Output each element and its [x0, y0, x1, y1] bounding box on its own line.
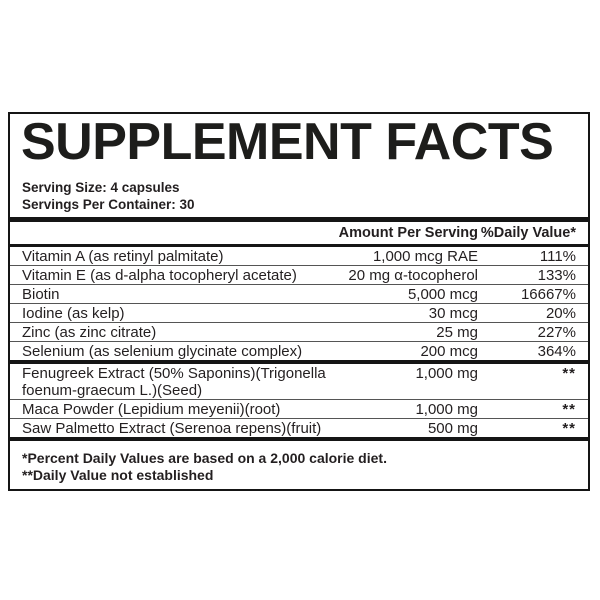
ingredient-daily-value: 364%: [537, 343, 576, 361]
table-row: Selenium (as selenium glycinate complex)…: [10, 341, 588, 360]
footnote-daily-value-not-established: **Daily Value not established: [22, 467, 214, 484]
ingredient-daily-value: **: [562, 365, 576, 383]
ingredient-amount: 25 mg: [436, 324, 478, 342]
ingredient-daily-value: 227%: [537, 324, 576, 342]
ingredient-amount: 1,000 mcg RAE: [372, 248, 478, 266]
ingredient-daily-value: 133%: [537, 267, 576, 285]
ingredient-daily-value: 20%: [545, 305, 576, 323]
table-header: Amount Per Serving %Daily Value*: [10, 222, 588, 244]
ingredient-amount: 30 mcg: [428, 305, 478, 323]
serving-size-text: Serving Size: 4 capsules: [22, 180, 180, 196]
divider-header-bottom: [10, 244, 588, 248]
ingredient-daily-value: **: [562, 401, 576, 419]
divider-heavy-bottom: [10, 437, 588, 442]
header-spacer: [22, 226, 336, 241]
header-daily-value: %Daily Value*: [480, 225, 576, 242]
vitamin-rows-section: Vitamin A (as retinyl palmitate) 1,000 mc…: [10, 247, 588, 360]
supplement-facts-panel: SUPPLEMENT FACTS Serving Size: 4 capsule…: [8, 112, 590, 491]
botanical-rows-section: Fenugreek Extract (50% Saponins)(Trigone…: [10, 364, 588, 437]
ingredient-amount: 1,000 mg: [415, 365, 478, 383]
table-row: Maca Powder (Lepidium meyenii)(root) 1,00…: [10, 399, 588, 418]
panel-title: SUPPLEMENT FACTS: [21, 113, 554, 171]
table-row: Vitamin A (as retinyl palmitate) 1,000 mc…: [10, 247, 588, 265]
table-row: Biotin 5,000 mcg 16667%: [10, 284, 588, 303]
ingredient-name: Biotin: [22, 286, 60, 304]
table-row: Zinc (as zinc citrate) 25 mg 227%: [10, 322, 588, 341]
ingredient-amount: 5,000 mcg: [407, 286, 478, 304]
ingredient-amount: 20 mg α-tocopherol: [348, 267, 478, 285]
ingredient-amount: 200 mcg: [420, 343, 478, 361]
ingredient-name: Vitamin A (as retinyl palmitate): [22, 248, 224, 266]
ingredient-daily-value: 16667%: [520, 286, 576, 304]
servings-per-container-text: Servings Per Container: 30: [22, 196, 195, 212]
footnote-percent-daily-values: *Percent Daily Values are based on a 2,0…: [22, 450, 387, 467]
header-amount-per-serving: Amount Per Serving: [338, 225, 478, 242]
table-row: Fenugreek Extract (50% Saponins)(Trigone…: [10, 364, 588, 399]
footnotes: *Percent Daily Values are based on a 2,0…: [10, 441, 588, 484]
ingredient-amount: 500 mg: [427, 420, 478, 438]
ingredient-name: Zinc (as zinc citrate): [22, 324, 157, 342]
table-row: Saw Palmetto Extract (Serenoa repens)(fr…: [10, 418, 588, 437]
ingredient-name: Saw Palmetto Extract (Serenoa repens)(fr…: [22, 420, 322, 438]
ingredient-name: Vitamin E (as d-alpha tocopheryl acetate…: [22, 267, 297, 285]
divider-heavy-top: [10, 217, 588, 223]
divider-heavy-middle: [10, 360, 588, 365]
ingredient-name: Fenugreek Extract (50% Saponins)(Trigone…: [22, 365, 326, 400]
ingredient-daily-value: **: [562, 420, 576, 438]
ingredient-amount: 1,000 mg: [415, 401, 478, 419]
table-row: Iodine (as kelp) 30 mcg 20%: [10, 303, 588, 322]
serving-info: Serving Size: 4 capsules Servings Per Co…: [22, 180, 576, 213]
ingredient-name: Selenium (as selenium glycinate complex): [22, 343, 303, 361]
table-row: Vitamin E (as d-alpha tocopheryl acetate…: [10, 265, 588, 284]
ingredient-name: Maca Powder (Lepidium meyenii)(root): [22, 401, 281, 419]
ingredient-name: Iodine (as kelp): [22, 305, 125, 323]
ingredient-daily-value: 111%: [539, 248, 576, 266]
